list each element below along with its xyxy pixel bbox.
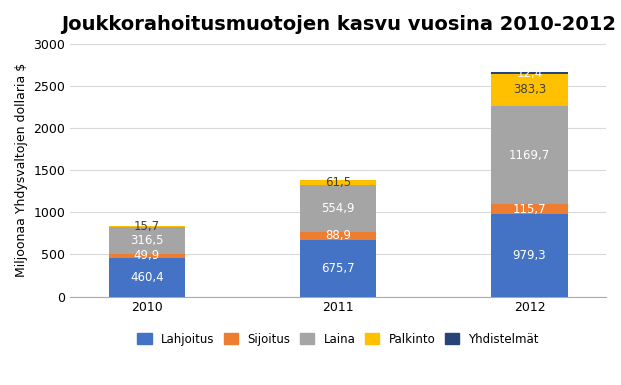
Text: 115,7: 115,7 <box>513 203 546 216</box>
Bar <box>300 240 376 296</box>
Text: 979,3: 979,3 <box>513 249 546 262</box>
Text: 61,5: 61,5 <box>325 176 351 189</box>
Text: 1169,7: 1169,7 <box>509 149 550 162</box>
Bar <box>491 72 568 74</box>
Title: Joukkorahoitusmuotojen kasvu vuosina 2010-2012: Joukkorahoitusmuotojen kasvu vuosina 201… <box>61 15 615 34</box>
Text: 675,7: 675,7 <box>321 262 355 275</box>
Bar <box>491 204 568 214</box>
Bar <box>109 226 185 227</box>
Text: 460,4: 460,4 <box>130 271 164 284</box>
Bar <box>491 74 568 106</box>
Bar <box>109 227 185 254</box>
Bar <box>109 258 185 296</box>
Bar <box>491 106 568 204</box>
Text: 12,4: 12,4 <box>516 67 543 80</box>
Bar <box>300 186 376 232</box>
Text: 49,9: 49,9 <box>134 249 160 262</box>
Bar <box>300 232 376 240</box>
Y-axis label: Miljoonaa Yhdysvaltojen dollaria $: Miljoonaa Yhdysvaltojen dollaria $ <box>15 63 28 277</box>
Text: 554,9: 554,9 <box>322 203 355 215</box>
Text: 15,7: 15,7 <box>134 220 160 233</box>
Text: 383,3: 383,3 <box>513 83 546 96</box>
Text: 316,5: 316,5 <box>130 234 163 247</box>
Text: 88,9: 88,9 <box>325 229 351 243</box>
Legend: Lahjoitus, Sijoitus, Laina, Palkinto, Yhdistelmät: Lahjoitus, Sijoitus, Laina, Palkinto, Yh… <box>133 328 543 350</box>
Bar <box>300 180 376 186</box>
Bar <box>491 214 568 296</box>
Bar <box>109 254 185 258</box>
